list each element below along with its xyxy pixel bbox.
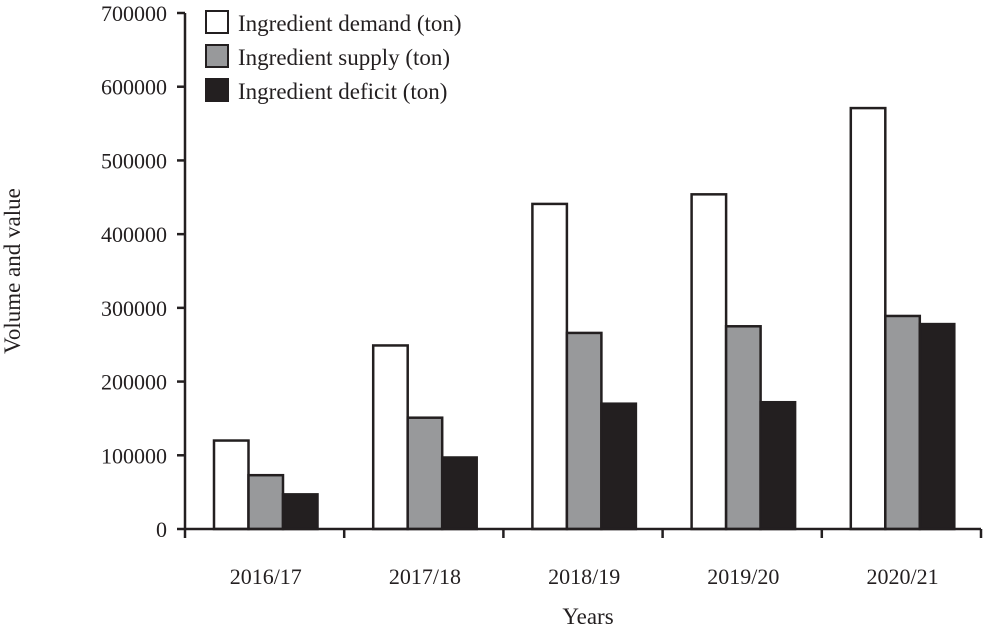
y-axis-label: Volume and value bbox=[0, 188, 25, 354]
y-tick-label: 500000 bbox=[101, 148, 167, 173]
bar-supply-2018-19 bbox=[565, 331, 603, 531]
x-tick-label: 2017/18 bbox=[389, 564, 461, 589]
legend-label: Ingredient supply (ton) bbox=[238, 45, 450, 70]
bar-supply-2019-20 bbox=[724, 325, 762, 531]
bar-demand-2017-18 bbox=[371, 344, 409, 531]
bar-deficit-2019-20 bbox=[759, 400, 797, 531]
y-tick-label: 0 bbox=[156, 517, 167, 542]
x-axis-label: Years bbox=[562, 604, 613, 629]
legend-label: Ingredient deficit (ton) bbox=[238, 79, 447, 104]
y-tick-label: 100000 bbox=[101, 443, 167, 468]
y-tick-label: 400000 bbox=[101, 222, 167, 247]
bar-demand-2019-20 bbox=[690, 193, 728, 531]
x-tick-label: 2019/20 bbox=[707, 564, 779, 589]
bar-supply-2016-17 bbox=[247, 473, 285, 531]
legend: Ingredient demand (ton) Ingredient supply… bbox=[205, 10, 462, 104]
bar-supply-2020-21 bbox=[884, 314, 922, 531]
bar-deficit-2017-18 bbox=[440, 456, 478, 531]
x-tick-label: 2016/17 bbox=[230, 564, 302, 589]
bar-demand-2018-19 bbox=[531, 202, 569, 531]
legend-swatch bbox=[205, 78, 229, 102]
axes: 0 100000 200000 300000 400000 500000 600000 700… bbox=[101, 1, 983, 589]
y-tick-label: 200000 bbox=[101, 370, 167, 395]
bar-supply-2017-18 bbox=[406, 416, 444, 531]
legend-label: Ingredient demand (ton) bbox=[238, 11, 462, 36]
y-tick-label: 700000 bbox=[101, 1, 167, 26]
y-tick-label: 600000 bbox=[101, 75, 167, 100]
bars bbox=[212, 106, 956, 531]
y-tick-label: 300000 bbox=[101, 296, 167, 321]
bar-deficit-2020-21 bbox=[918, 322, 956, 531]
legend-swatch bbox=[205, 10, 229, 34]
bar-demand-2020-21 bbox=[849, 106, 887, 531]
bar-deficit-2016-17 bbox=[281, 493, 319, 531]
bar-demand-2016-17 bbox=[212, 439, 250, 531]
legend-swatch bbox=[205, 44, 229, 68]
x-tick-label: 2020/21 bbox=[866, 564, 938, 589]
x-tick-label: 2018/19 bbox=[548, 564, 620, 589]
bar-deficit-2018-19 bbox=[600, 402, 638, 531]
